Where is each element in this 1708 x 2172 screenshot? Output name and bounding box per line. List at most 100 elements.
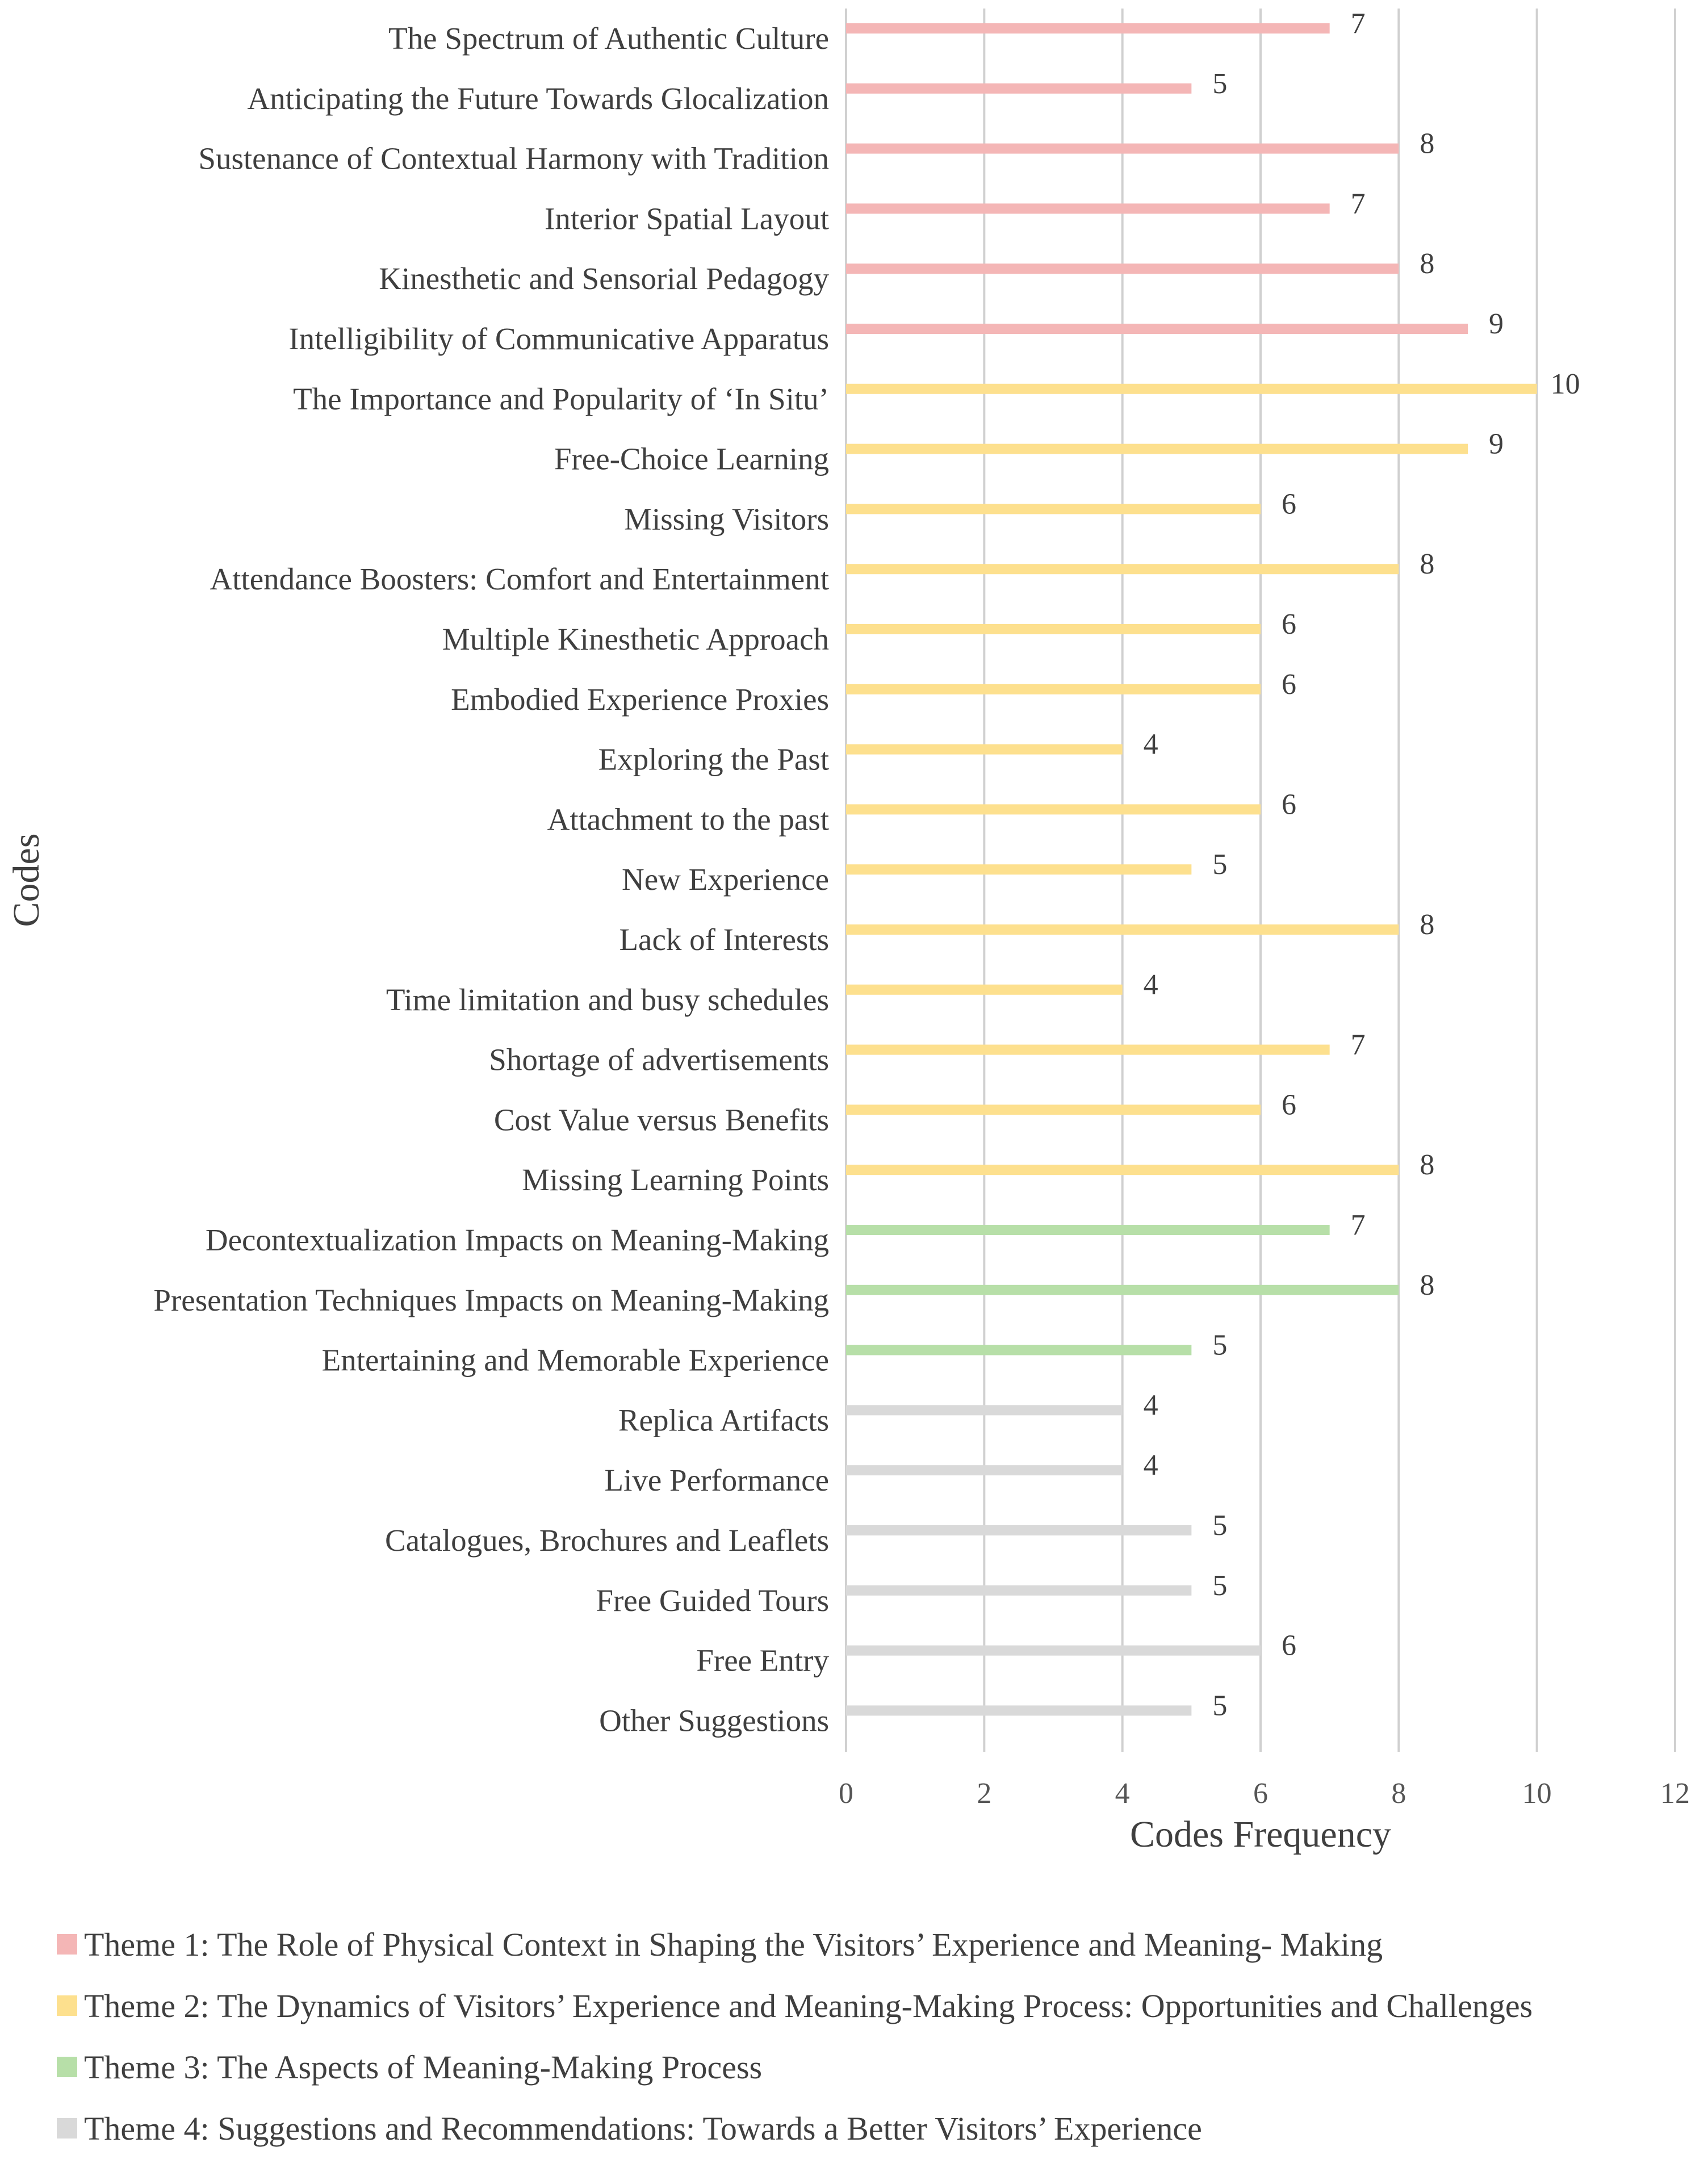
category-label: Multiple Kinesthetic Approach (442, 622, 829, 656)
data-label: 8 (1420, 1269, 1434, 1301)
bars (846, 23, 1537, 1716)
bar (846, 564, 1399, 575)
bar (846, 324, 1468, 334)
bar (846, 1284, 1399, 1295)
category-label: Lack of Interests (619, 922, 829, 957)
category-label: Replica Artifacts (618, 1403, 829, 1437)
x-tick-label: 4 (1115, 1777, 1130, 1810)
legend-label: Theme 1: The Role of Physical Context in… (84, 1926, 1383, 1963)
data-label: 7 (1351, 1209, 1366, 1241)
data-label: 4 (1144, 1449, 1158, 1482)
x-tick-labels: 0 2 4 6 8 10 12 (839, 1777, 1690, 1810)
category-label: Attachment to the past (547, 802, 829, 836)
category-label: Shortage of advertisements (489, 1043, 829, 1077)
data-label: 8 (1420, 1149, 1434, 1181)
data-label: 6 (1282, 488, 1296, 520)
data-labels: 7 5 8 7 8 9 10 9 6 8 6 6 4 6 5 8 4 7 6 8 7 8 5 4 4 5 5 6 5 (1144, 7, 1580, 1722)
category-label: Live Performance (604, 1463, 829, 1497)
data-label: 8 (1420, 128, 1434, 160)
data-label: 5 (1212, 1689, 1227, 1722)
category-label: Sustenance of Contextual Harmony with Tr… (198, 141, 829, 176)
category-label: Decontextualization Impacts on Meaning-M… (206, 1223, 829, 1257)
bar (846, 23, 1330, 34)
data-label: 4 (1144, 1389, 1158, 1421)
category-label: Other Suggestions (599, 1703, 829, 1738)
bar (846, 1525, 1192, 1535)
bar (846, 1405, 1123, 1416)
data-label: 5 (1212, 848, 1227, 881)
bar (846, 744, 1123, 755)
legend-swatch (57, 2057, 77, 2077)
bar (846, 143, 1399, 154)
data-label: 5 (1212, 1329, 1227, 1362)
legend-item-theme-3: Theme 3: The Aspects of Meaning-Making P… (57, 2036, 1698, 2098)
bar (846, 1645, 1261, 1656)
data-label: 7 (1351, 7, 1366, 40)
bar (846, 984, 1123, 995)
x-tick-label: 2 (977, 1777, 991, 1810)
x-axis-title: Codes Frequency (1130, 1814, 1391, 1855)
data-label: 5 (1212, 68, 1227, 100)
category-label: Embodied Experience Proxies (451, 682, 829, 717)
x-tick-label: 0 (839, 1777, 853, 1810)
bar (846, 1465, 1123, 1476)
data-label: 7 (1351, 187, 1366, 220)
legend-label: Theme 3: The Aspects of Meaning-Making P… (84, 2048, 763, 2086)
data-label: 8 (1420, 909, 1434, 941)
bar (846, 924, 1399, 935)
data-label: 6 (1282, 788, 1296, 821)
data-label: 6 (1282, 668, 1296, 701)
bar (846, 1104, 1261, 1115)
bar (846, 83, 1192, 94)
data-label: 7 (1351, 1029, 1366, 1061)
bar (846, 203, 1330, 214)
category-label: Missing Visitors (624, 501, 829, 536)
bar (846, 443, 1468, 454)
category-label: Attendance Boosters: Comfort and Enterta… (210, 562, 829, 596)
y-axis-title: Codes (6, 834, 47, 927)
bar (846, 1585, 1192, 1596)
x-tick-label: 12 (1660, 1777, 1690, 1810)
data-label: 4 (1144, 729, 1158, 761)
category-label: Presentation Techniques Impacts on Meani… (153, 1283, 829, 1317)
data-label: 6 (1282, 1089, 1296, 1121)
bar (846, 1345, 1192, 1355)
data-label: 9 (1489, 428, 1504, 461)
legend-swatch (57, 1995, 77, 2016)
data-label: 6 (1282, 608, 1296, 641)
legend-item-theme-1: Theme 1: The Role of Physical Context in… (57, 1914, 1698, 1975)
category-label: Kinesthetic and Sensorial Pedagogy (379, 261, 829, 296)
data-label: 5 (1212, 1509, 1227, 1542)
legend: Theme 1: The Role of Physical Context in… (57, 1914, 1698, 2159)
category-label: Cost Value versus Benefits (494, 1102, 829, 1137)
bar (846, 1044, 1330, 1055)
bar (846, 1165, 1399, 1175)
data-label: 9 (1489, 308, 1504, 340)
legend-label: Theme 4: Suggestions and Recommendations… (84, 2110, 1202, 2147)
data-label: 10 (1551, 368, 1580, 400)
x-tick-label: 8 (1391, 1777, 1406, 1810)
legend-swatch (57, 1934, 77, 1955)
category-label: Intelligibility of Communicative Apparat… (288, 321, 829, 356)
data-label: 8 (1420, 248, 1434, 280)
bar (846, 383, 1537, 394)
category-label: New Experience (622, 862, 829, 897)
category-label: The Spectrum of Authentic Culture (388, 21, 829, 56)
data-label: 6 (1282, 1630, 1296, 1662)
category-label: Catalogues, Brochures and Leaflets (385, 1523, 829, 1558)
category-label: Time limitation and busy schedules (386, 982, 829, 1017)
legend-item-theme-4: Theme 4: Suggestions and Recommendations… (57, 2098, 1698, 2159)
category-label: Free Entry (696, 1643, 829, 1678)
legend-swatch (57, 2118, 77, 2138)
bar (846, 864, 1192, 875)
category-label: Free-Choice Learning (554, 442, 829, 476)
category-label: The Importance and Popularity of ‘In Sit… (293, 382, 829, 416)
chart: The Spectrum of Authentic Culture Anticip… (6, 7, 1690, 1855)
x-tick-label: 6 (1253, 1777, 1268, 1810)
category-label: Exploring the Past (598, 742, 829, 777)
bar (846, 624, 1261, 634)
bar (846, 263, 1399, 274)
data-label: 4 (1144, 969, 1158, 1001)
legend-item-theme-2: Theme 2: The Dynamics of Visitors’ Exper… (57, 1975, 1698, 2036)
data-label: 8 (1420, 548, 1434, 580)
